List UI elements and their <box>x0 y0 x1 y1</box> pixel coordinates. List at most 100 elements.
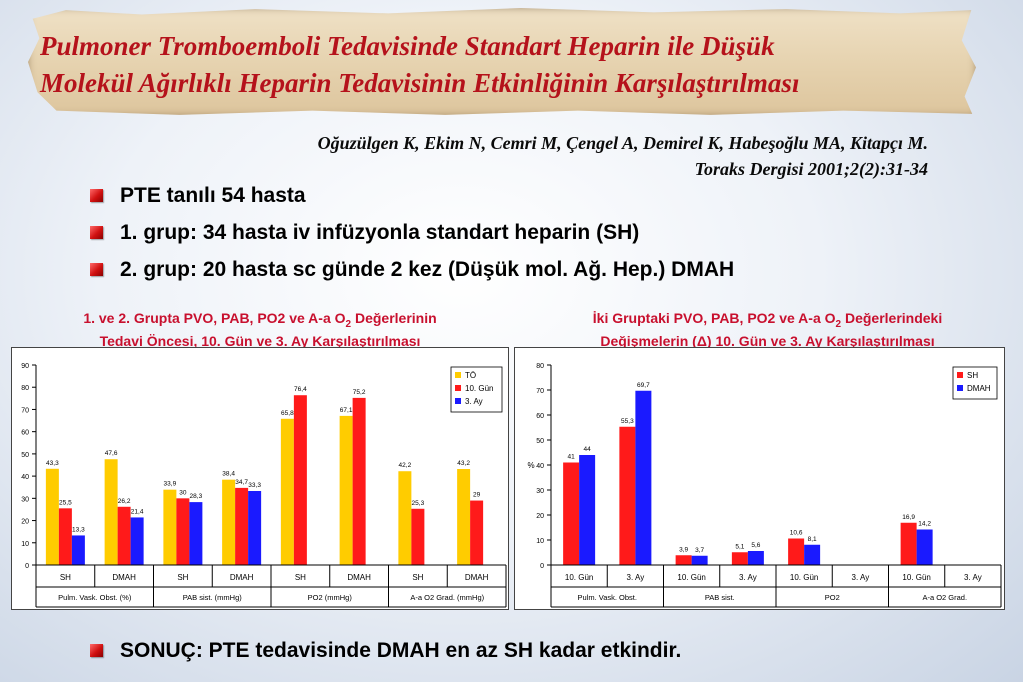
y-tick-label: 60 <box>536 413 544 420</box>
data-label: 28,3 <box>190 493 203 500</box>
chart-2-title-line-1: İki Gruptaki PVO, PAB, PO2 ve A-a O2 Değ… <box>510 310 1023 333</box>
bullet-item: PTE tanılı 54 hasta <box>88 183 734 220</box>
data-label: 30 <box>179 489 187 496</box>
x-category-label: 3. Ay <box>964 573 982 582</box>
bar-t- <box>398 471 412 565</box>
bar-10-g-n <box>293 395 307 565</box>
y-tick-label: 70 <box>21 407 29 414</box>
conclusion: SONUÇ: PTE tedavisinde DMAH en az SH kad… <box>88 638 681 664</box>
legend-swatch <box>455 385 461 391</box>
bar-t- <box>222 479 236 565</box>
data-label: 16,9 <box>902 514 915 521</box>
data-label: 25,3 <box>412 500 425 507</box>
chart-2-title-subscript: 2 <box>835 318 842 330</box>
bullet-item: 1. grup: 34 hasta iv infüzyonla standart… <box>88 220 734 257</box>
bar-dmah <box>747 551 764 565</box>
data-label: 75,2 <box>353 389 366 396</box>
data-label: 76,4 <box>294 386 307 393</box>
slide-title-line-2: Molekül Ağırlıklı Heparin Tedavisinin Et… <box>40 68 800 98</box>
data-label: 8,1 <box>808 536 817 543</box>
chart-2-svg: 0 10 20 30 40 50 60 70 80% 41 55,3 3,9 5,1 10,6 16,9 44… <box>527 363 1002 608</box>
bullet-text: 2. grup: 20 hasta sc günde 2 kez (Düşük … <box>120 258 735 281</box>
data-label: 42,2 <box>399 462 412 469</box>
y-tick-label: 20 <box>21 519 29 526</box>
y-tick-label: 80 <box>536 363 544 370</box>
bar-10-g-n <box>352 397 366 565</box>
conclusion-text: SONUÇ: PTE tedavisinde DMAH en az SH kad… <box>120 639 682 662</box>
y-tick-label: 50 <box>21 452 29 459</box>
bar-3-ay <box>248 491 262 565</box>
data-label: 69,7 <box>637 382 650 389</box>
bar-dmah <box>691 555 708 565</box>
y-tick-label: 40 <box>21 474 29 481</box>
chart-1-title-line-1: 1. ve 2. Grupta PVO, PAB, PO2 ve A-a O2 … <box>10 310 510 333</box>
data-label: 25,5 <box>59 499 72 506</box>
data-label: 33,3 <box>248 482 261 489</box>
chart-1-title: 1. ve 2. Grupta PVO, PAB, PO2 ve A-a O2 … <box>10 310 510 350</box>
slide-title-line-1: Pulmoner Tromboemboli Tedavisinde Standa… <box>40 31 775 61</box>
x-category-label: SH <box>412 573 423 582</box>
x-group-label: Pulm. Vask. Obst. (%) <box>58 593 132 602</box>
citation-journal: Toraks Dergisi 2001;2(2):31-34 <box>694 159 928 179</box>
x-category-label: 10. Gün <box>565 573 593 582</box>
legend-swatch <box>957 385 963 391</box>
legend-swatch <box>455 372 461 378</box>
legend-label: DMAH <box>967 384 991 393</box>
y-tick-label: 90 <box>21 363 29 370</box>
bar-dmah <box>579 455 596 565</box>
x-category-label: SH <box>177 573 188 582</box>
bullet-square-icon <box>90 226 103 239</box>
x-category-label: 3. Ay <box>627 573 645 582</box>
data-label: 47,6 <box>105 450 118 457</box>
data-label: 55,3 <box>621 418 634 425</box>
data-label: 38,4 <box>222 471 235 478</box>
x-category-label: 3. Ay <box>739 573 757 582</box>
y-tick-label: 70 <box>536 388 544 395</box>
data-label: 44 <box>584 446 592 453</box>
chart-1-svg: 0 10 20 30 40 50 60 70 80 90 43,3 47,6 33,9 38,4 65,8 6… <box>21 363 507 608</box>
bar-dmah <box>635 390 652 565</box>
bar-t- <box>280 418 294 565</box>
bar-3-ay <box>189 502 203 565</box>
data-label: 43,2 <box>457 460 470 467</box>
y-tick-label: 10 <box>21 541 29 548</box>
chart-1-title-subscript: 2 <box>345 318 352 330</box>
data-label: 43,3 <box>46 460 59 467</box>
legend-swatch <box>455 398 461 404</box>
citation-authors: Oğuzülgen K, Ekim N, Cemri M, Çengel A, … <box>317 133 928 153</box>
bar-t- <box>45 468 59 565</box>
y-tick-label: 10 <box>536 538 544 545</box>
data-label: 65,8 <box>281 410 294 417</box>
bullet-list: PTE tanılı 54 hasta 1. grup: 34 hasta iv… <box>88 183 734 294</box>
legend-swatch <box>957 372 963 378</box>
data-label: 33,9 <box>164 481 177 488</box>
x-category-label: DMAH <box>230 573 254 582</box>
x-group-label: PO2 <box>825 593 840 602</box>
chart-2-panel: 0 10 20 30 40 50 60 70 80% 41 55,3 3,9 5,1 10,6 16,9 44… <box>514 347 1005 610</box>
data-label: 21,4 <box>131 508 144 515</box>
x-group-label: A-a O2 Grad. (mmHg) <box>410 593 484 602</box>
bar-10-g-n <box>411 508 425 565</box>
x-category-label: 10. Gün <box>902 573 930 582</box>
y-tick-label: 60 <box>21 430 29 437</box>
y-tick-label: 40 <box>536 463 544 470</box>
bar-10-g-n <box>117 506 131 565</box>
bar-sh <box>788 538 805 565</box>
bar-dmah <box>804 544 821 565</box>
bar-t- <box>457 469 471 565</box>
x-category-label: SH <box>295 573 306 582</box>
data-label: 3,7 <box>695 547 704 554</box>
y-tick-label: 50 <box>536 438 544 445</box>
bar-sh <box>563 462 580 565</box>
x-group-label: A-a O2 Grad. <box>922 593 967 602</box>
bullet-square-icon <box>90 644 103 657</box>
chart-2-title: İki Gruptaki PVO, PAB, PO2 ve A-a O2 Değ… <box>510 310 1023 350</box>
legend-label: 10. Gün <box>465 384 493 393</box>
citation: Oğuzülgen K, Ekim N, Cemri M, Çengel A, … <box>318 130 928 182</box>
bar-sh <box>675 555 692 565</box>
y-tick-label: 30 <box>21 496 29 503</box>
data-label: 14,2 <box>918 521 931 528</box>
bar-3-ay <box>71 535 85 565</box>
legend-label: SH <box>967 371 978 380</box>
data-label: 34,7 <box>235 479 248 486</box>
